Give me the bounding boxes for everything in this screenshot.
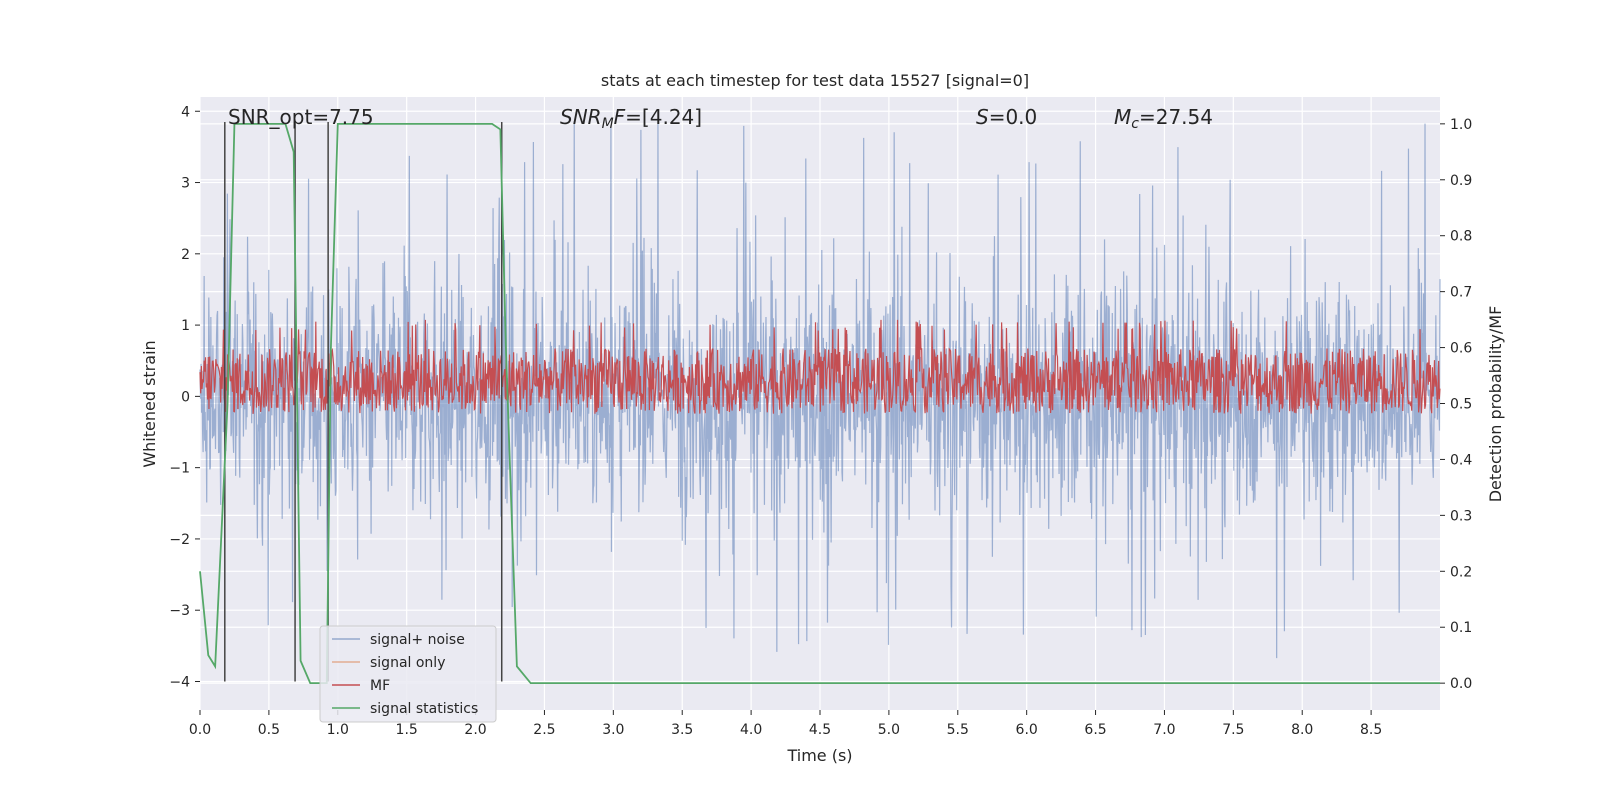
y-tick-label: 0 [181, 389, 190, 405]
legend-entry-signal-only: signal only [370, 655, 445, 671]
x-tick-label: 1.0 [327, 722, 349, 738]
y-tick-label: 3 [181, 176, 190, 192]
annotation-s: S=0.0 [976, 105, 1037, 129]
annotation-mc-label: M [1114, 105, 1131, 129]
legend-entry-signal-statistics: signal statistics [370, 701, 478, 717]
annotation-snr-mf: SNRMF=[4.24] [560, 105, 702, 132]
annotation-snr-opt: SNR_opt=7.75 [228, 105, 374, 129]
annotation-snr-mf-sub: M [602, 116, 614, 132]
x-tick-label: 7.5 [1222, 722, 1244, 738]
annotation-mc-sub: c [1131, 116, 1139, 132]
x-tick-label: 3.0 [602, 722, 624, 738]
y-right-tick-label: 0.1 [1450, 620, 1472, 636]
x-tick-label: 0.5 [258, 722, 280, 738]
x-tick-label: 7.0 [1153, 722, 1175, 738]
x-tick-label: 6.5 [1084, 722, 1106, 738]
legend-box [319, 625, 497, 723]
y-tick-label: −1 [169, 461, 190, 477]
y-right-tick-label: 0.8 [1450, 229, 1472, 245]
annotation-snr-mf-label: SNR [560, 105, 602, 129]
x-tick-label: 1.5 [396, 722, 418, 738]
x-tick-label: 4.0 [740, 722, 762, 738]
y-right-tick-label: 0.4 [1450, 452, 1472, 468]
annotation-s-label: S [976, 105, 989, 129]
y-right-tick-label: 0.5 [1450, 397, 1472, 413]
signal-statistics-line [199, 122, 1440, 685]
legend-entry-mf: MF [370, 678, 390, 694]
x-tick-label: 2.0 [464, 722, 486, 738]
y-axis-ticks: 4 3 2 1 0 −1 −2 −3 −4 [169, 104, 200, 690]
series-signal-statistics [199, 122, 1440, 685]
y-right-tick-label: 0.7 [1450, 285, 1472, 301]
legend-entry-signal-noise: signal+ noise [370, 632, 465, 648]
y-tick-label: 4 [181, 104, 190, 120]
y-tick-label: −2 [169, 532, 190, 548]
legend: signal+ noise signal only MF signal stat… [319, 625, 497, 723]
annotation-s-value: =0.0 [989, 105, 1038, 129]
y-tick-label: −4 [169, 674, 190, 690]
y-right-tick-label: 0.9 [1450, 173, 1472, 189]
x-tick-label: 5.0 [878, 722, 900, 738]
y-tick-label: −3 [169, 603, 190, 619]
x-tick-label: 8.5 [1360, 722, 1382, 738]
y-right-tick-label: 0.3 [1450, 508, 1472, 524]
annotation-snr-mf-mid: F [614, 105, 626, 129]
mf-line [199, 319, 1441, 414]
y-right-tick-label: 0.6 [1450, 341, 1472, 357]
series-mf [199, 319, 1441, 414]
x-axis-label: Time (s) [786, 746, 852, 765]
x-tick-label: 4.5 [809, 722, 831, 738]
annotation-mc-value: =27.54 [1139, 105, 1213, 129]
y-axis-right-label: Detection probability/MF [1486, 306, 1505, 503]
x-tick-label: 8.0 [1291, 722, 1313, 738]
y-axis-label: Whitened strain [140, 340, 159, 467]
annotation-mc: Mc=27.54 [1114, 105, 1213, 132]
chart-title: stats at each timestep for test data 155… [601, 71, 1029, 90]
y-axis-right-ticks: 1.0 0.9 0.8 0.7 0.6 0.5 0.4 0.3 0.2 0.1 0.0 [1440, 117, 1472, 692]
y-right-tick-label: 0.0 [1450, 676, 1472, 692]
annotation-snr-mf-value: =[4.24] [625, 105, 702, 129]
x-tick-label: 3.5 [671, 722, 693, 738]
y-right-tick-label: 1.0 [1450, 117, 1472, 133]
x-tick-label: 0.0 [189, 722, 211, 738]
y-tick-label: 2 [181, 247, 190, 263]
x-tick-label: 5.5 [947, 722, 969, 738]
y-tick-label: 1 [181, 318, 190, 334]
x-tick-label: 6.0 [1016, 722, 1038, 738]
x-tick-label: 2.5 [533, 722, 555, 738]
x-axis-ticks: 0.0 0.5 1.0 1.5 2.0 2.5 3.0 3.5 4.0 4.5 5.0 5.5 6.0 6… [189, 710, 1382, 738]
y-right-tick-label: 0.2 [1450, 564, 1472, 580]
